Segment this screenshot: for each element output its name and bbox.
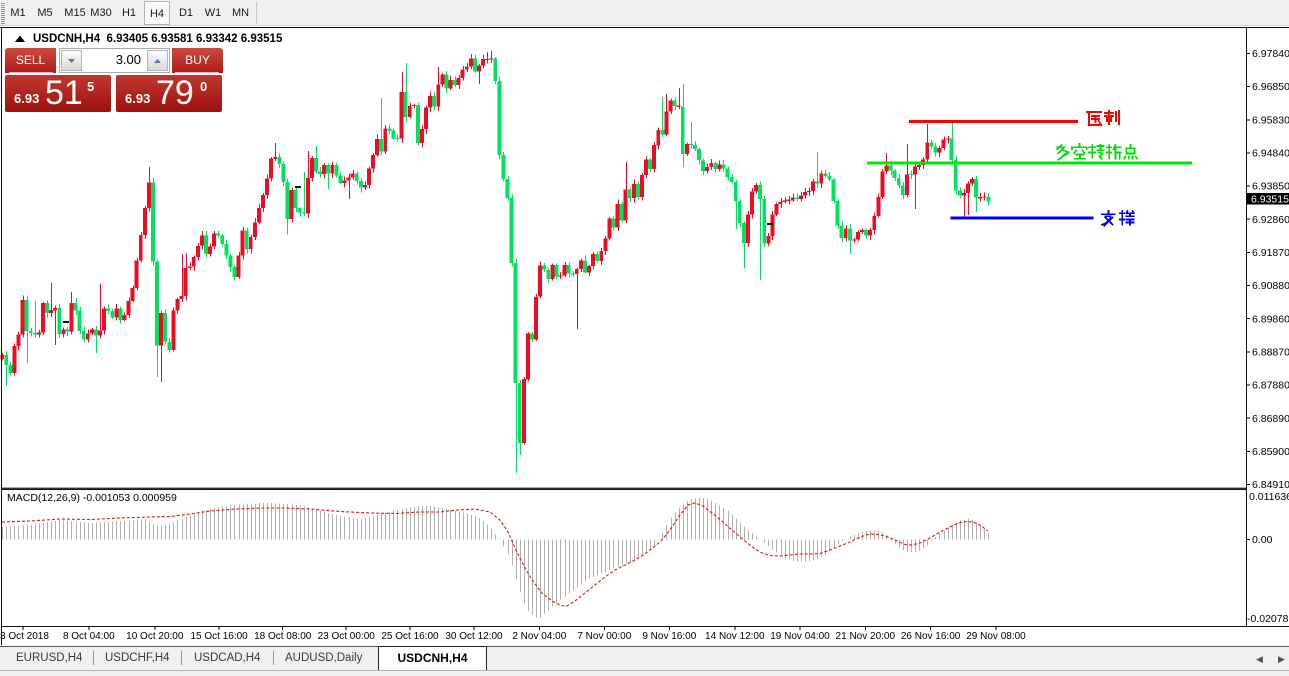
svg-text:25 Oct 16:00: 25 Oct 16:00 (381, 631, 439, 642)
svg-text:6.88870: 6.88870 (1252, 346, 1289, 358)
svg-text:30 Oct 12:00: 30 Oct 12:00 (445, 631, 503, 642)
svg-text:19 Nov 04:00: 19 Nov 04:00 (770, 631, 830, 642)
svg-text:14 Nov 12:00: 14 Nov 12:00 (705, 631, 765, 642)
svg-text:6.93515: 6.93515 (1251, 194, 1289, 206)
svg-text:6.90880: 6.90880 (1252, 280, 1289, 292)
svg-text:18 Oct 08:00: 18 Oct 08:00 (254, 631, 312, 642)
svg-text:15 Oct 16:00: 15 Oct 16:00 (190, 631, 248, 642)
svg-text:6.87880: 6.87880 (1252, 380, 1289, 392)
svg-text:6.96850: 6.96850 (1252, 81, 1289, 93)
svg-text:8 Oct 04:00: 8 Oct 04:00 (63, 631, 115, 642)
svg-text:-0.020788: -0.020788 (1247, 613, 1289, 625)
svg-text:10 Oct 20:00: 10 Oct 20:00 (126, 631, 184, 642)
svg-text:6.93850: 6.93850 (1252, 181, 1289, 193)
svg-text:USDCNH,H4 6.93405 6.93581 6.9: USDCNH,H4 6.93405 6.93581 6.93342 6.9351… (33, 33, 283, 45)
svg-text:6.92860: 6.92860 (1252, 214, 1289, 226)
svg-text:6.85900: 6.85900 (1252, 446, 1289, 458)
svg-text:9 Nov 16:00: 9 Nov 16:00 (642, 631, 696, 642)
svg-text:2 Nov 04:00: 2 Nov 04:00 (512, 631, 566, 642)
svg-text:6.91870: 6.91870 (1252, 247, 1289, 259)
svg-text:21 Nov 20:00: 21 Nov 20:00 (836, 631, 896, 642)
svg-text:0.00: 0.00 (1252, 534, 1273, 546)
svg-text:6.89860: 6.89860 (1252, 313, 1289, 325)
svg-text:23 Oct 00:00: 23 Oct 00:00 (318, 631, 376, 642)
svg-text:MACD(12,26,9) -0.001053 0.0009: MACD(12,26,9) -0.001053 0.000959 (7, 492, 177, 504)
svg-text:7 Nov 00:00: 7 Nov 00:00 (577, 631, 631, 642)
svg-text:6.95830: 6.95830 (1252, 114, 1289, 126)
svg-text:29 Nov 08:00: 29 Nov 08:00 (966, 631, 1026, 642)
svg-text:26 Nov 16:00: 26 Nov 16:00 (901, 631, 961, 642)
svg-text:0.011636: 0.011636 (1249, 491, 1289, 503)
svg-text:3 Oct 2018: 3 Oct 2018 (0, 631, 49, 642)
svg-text:6.84910: 6.84910 (1252, 479, 1289, 491)
svg-text:6.86890: 6.86890 (1252, 413, 1289, 425)
svg-text:6.97840: 6.97840 (1252, 48, 1289, 60)
svg-text:6.94840: 6.94840 (1252, 148, 1289, 160)
